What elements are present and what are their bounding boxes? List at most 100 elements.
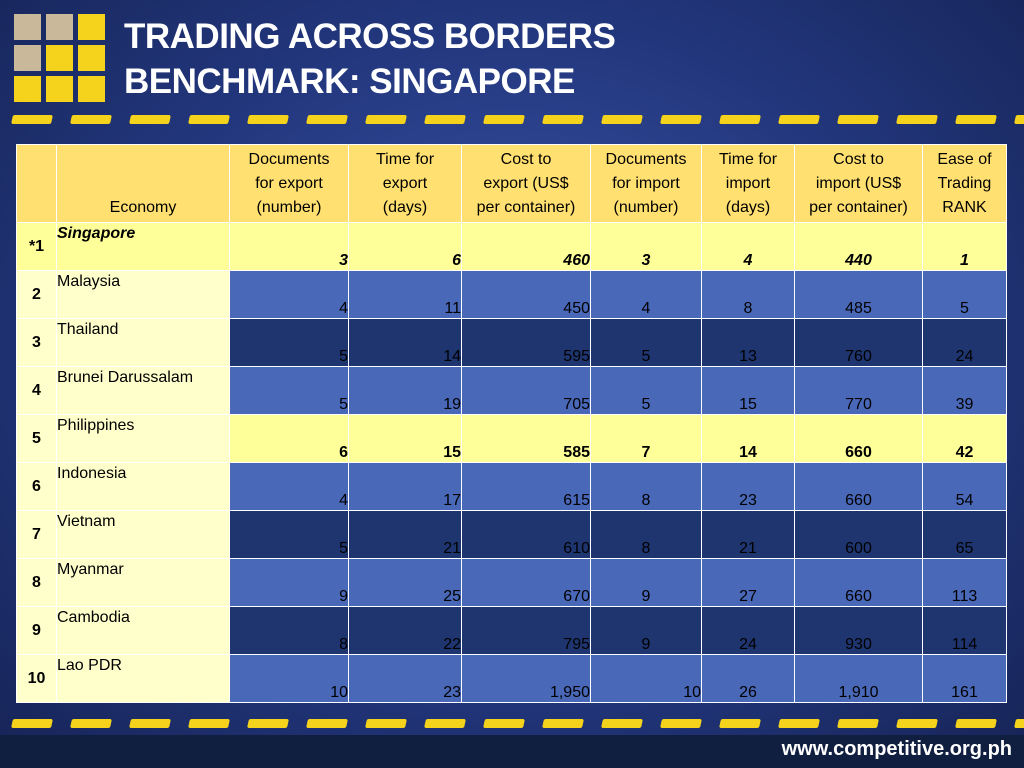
header-label: for export: [255, 174, 323, 192]
value-cell: 5: [229, 318, 349, 367]
rank-cell: 9: [16, 606, 57, 655]
header-label: export: [382, 174, 428, 192]
header-label: for import: [612, 174, 680, 192]
value-cell: 5: [229, 366, 349, 415]
header-label: Documents: [605, 150, 687, 168]
value-cell: 13: [701, 318, 795, 367]
value-cell: 42: [922, 414, 1007, 463]
value-cell: 600: [794, 510, 923, 559]
value-cell: 25: [348, 558, 462, 607]
table-row: 8 Myanmar 9 25 670 9 27 660 113: [16, 558, 1007, 607]
value-cell: 3: [590, 222, 702, 271]
dash-segment: [896, 719, 938, 728]
header-label: Cost to: [500, 150, 552, 168]
dash-segment: [837, 719, 879, 728]
dash-segment: [70, 115, 112, 124]
value-cell: 39: [922, 366, 1007, 415]
top-dash-divider: [0, 112, 1024, 126]
value-cell: 10: [229, 654, 349, 703]
footer-url[interactable]: www.competitive.org.ph: [781, 738, 1012, 760]
economy-cell: Singapore: [56, 222, 230, 271]
value-cell: 9: [590, 606, 702, 655]
table-row: 4 Brunei Darussalam 5 19 705 5 15 770 39: [16, 366, 1007, 415]
title-line-1: TRADING ACROSS BORDERS: [124, 17, 616, 56]
dash-segment: [1014, 719, 1024, 728]
dash-segment: [660, 719, 702, 728]
value-cell: 705: [461, 366, 591, 415]
value-cell: 26: [701, 654, 795, 703]
value-cell: 5: [590, 366, 702, 415]
table-row: 3 Thailand 5 14 595 5 13 760 24: [16, 318, 1007, 367]
header-label: Cost to: [833, 150, 884, 168]
rank-cell: 5: [16, 414, 57, 463]
economy-cell: Thailand: [56, 318, 230, 367]
value-cell: 14: [701, 414, 795, 463]
economy-cell: Vietnam: [56, 510, 230, 559]
value-cell: 660: [794, 414, 923, 463]
value-cell: 660: [794, 558, 923, 607]
value-cell: 6: [348, 222, 462, 271]
value-cell: 615: [461, 462, 591, 511]
dash-segment: [247, 719, 289, 728]
value-cell: 595: [461, 318, 591, 367]
rank-cell: 6: [16, 462, 57, 511]
rank-cell: 2: [16, 270, 57, 319]
dash-segment: [719, 115, 761, 124]
dash-segment: [601, 115, 643, 124]
header-label: Economy: [109, 199, 177, 216]
value-cell: 8: [701, 270, 795, 319]
dash-segment: [660, 115, 702, 124]
value-cell: 15: [348, 414, 462, 463]
page-title: TRADING ACROSS BORDERS BENCHMARK: SINGAP…: [124, 14, 616, 104]
value-cell: 4: [590, 270, 702, 319]
value-cell: 4: [701, 222, 795, 271]
header-col-4: Cost to export (US$ per container): [461, 144, 591, 223]
title-line-2: BENCHMARK: SINGAPORE: [124, 62, 575, 101]
value-cell: 795: [461, 606, 591, 655]
value-cell: 8: [590, 462, 702, 511]
footer-bar: [0, 735, 1024, 768]
header-label: Ease of: [937, 150, 992, 168]
table-row: 6 Indonesia 4 17 615 8 23 660 54: [16, 462, 1007, 511]
dash-segment: [129, 115, 171, 124]
value-cell: 11: [348, 270, 462, 319]
value-cell: 1: [922, 222, 1007, 271]
value-cell: 5: [590, 318, 702, 367]
dash-segment: [365, 115, 407, 124]
dash-segment: [483, 719, 525, 728]
value-cell: 23: [701, 462, 795, 511]
value-cell: 22: [348, 606, 462, 655]
value-cell: 21: [701, 510, 795, 559]
value-cell: 161: [922, 654, 1007, 703]
value-cell: 4: [229, 462, 349, 511]
dash-segment: [188, 115, 230, 124]
dash-segment: [778, 115, 820, 124]
value-cell: 114: [922, 606, 1007, 655]
dash-segment: [719, 719, 761, 728]
table-row: *1 Singapore 3 6 460 3 4 440 1: [16, 222, 1007, 271]
value-cell: 770: [794, 366, 923, 415]
header-label: RANK: [942, 198, 987, 216]
dash-segment: [837, 115, 879, 124]
rank-cell: 10: [16, 654, 57, 703]
economy-cell: Indonesia: [56, 462, 230, 511]
header-label: (days): [725, 198, 771, 216]
dash-segment: [542, 115, 584, 124]
value-cell: 10: [590, 654, 702, 703]
table-row: 2 Malaysia 4 11 450 4 8 485 5: [16, 270, 1007, 319]
header-label: Time for: [375, 150, 435, 168]
value-cell: 930: [794, 606, 923, 655]
dash-segment: [601, 719, 643, 728]
rank-cell: *1: [16, 222, 57, 271]
value-cell: 6: [229, 414, 349, 463]
economy-cell: Lao PDR: [56, 654, 230, 703]
header-label: per container): [476, 198, 576, 216]
value-cell: 21: [348, 510, 462, 559]
value-cell: 14: [348, 318, 462, 367]
economy-cell: Malaysia: [56, 270, 230, 319]
dash-segment: [306, 719, 348, 728]
header-col-7: Cost to import (US$ per container): [794, 144, 923, 223]
rank-cell: 4: [16, 366, 57, 415]
value-cell: 19: [348, 366, 462, 415]
value-cell: 4: [229, 270, 349, 319]
